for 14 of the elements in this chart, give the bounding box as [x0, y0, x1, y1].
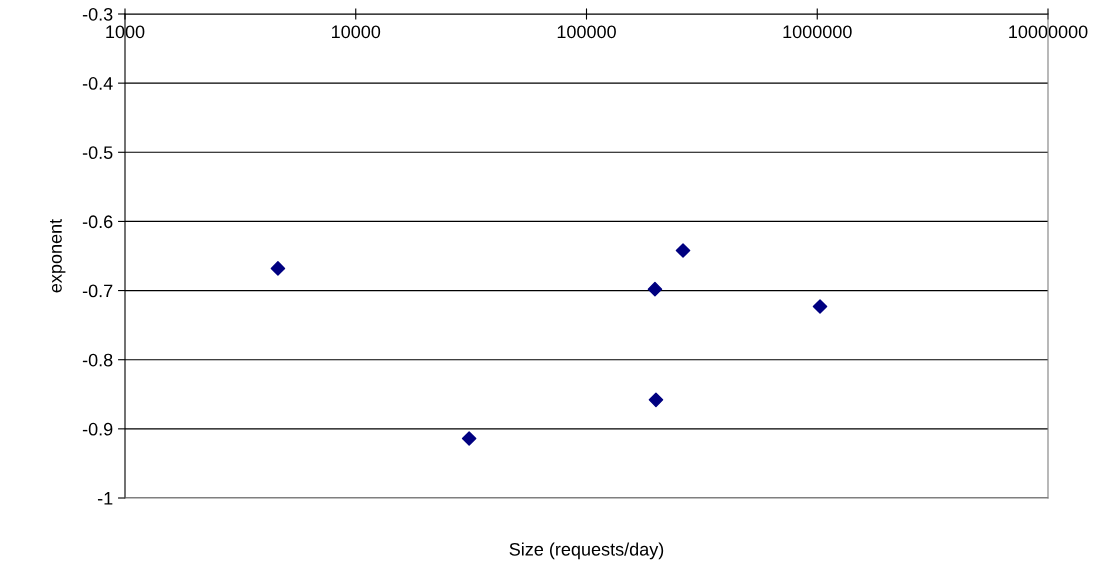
x-axis-title: Size (requests/day) — [509, 542, 664, 560]
x-tick-label: 10000 — [332, 25, 381, 39]
y-tick-label: -0.4 — [82, 77, 113, 90]
y-tick-label: -0.5 — [82, 146, 113, 160]
y-tick-label: -0.9 — [82, 422, 113, 436]
y-tick-label: -0.6 — [82, 215, 113, 229]
y-tick-label: -0.7 — [82, 284, 113, 298]
x-tick-label: 1000000 — [783, 25, 852, 39]
x-tick-label: 10000000 — [1009, 25, 1088, 39]
x-tick-label: 100000 — [557, 25, 616, 39]
y-tick-label: -0.8 — [82, 353, 113, 367]
y-tick-label: -0.3 — [82, 7, 113, 21]
y-tick-label: -1 — [97, 492, 113, 505]
y-axis-title: exponent — [50, 218, 66, 293]
